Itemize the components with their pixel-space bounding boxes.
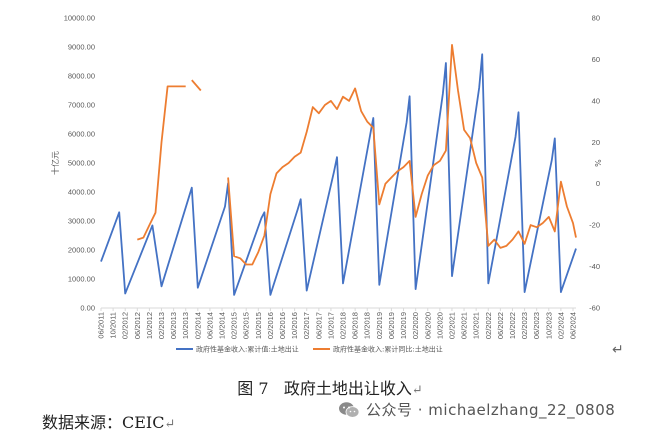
source-label: 数据来源：CEIC <box>42 413 165 432</box>
series-line-cumulative-yoy <box>227 44 577 266</box>
y-left-tick-label: 7000.00 <box>68 101 95 110</box>
y-right-tick-label: 80 <box>592 14 600 23</box>
x-tick-label: 10/2020 <box>435 312 444 339</box>
x-tick-label: 10/2014 <box>218 312 227 339</box>
chart-axes: 0.00 1000.00 2000.00 3000.00 4000.00 5000.00 6… <box>50 14 603 340</box>
source-paragraph-mark: ↵ <box>164 417 176 432</box>
x-tick-label: 06/2014 <box>205 312 214 339</box>
x-tick-label: 10/2018 <box>363 312 372 339</box>
x-tick-label: 02/2012 <box>121 312 130 339</box>
x-tick-label: 10/2013 <box>181 312 190 339</box>
y-left-tick-label: 3000.00 <box>68 217 95 226</box>
caption-label: 图 7 <box>237 379 269 398</box>
x-tick-label: 10/2021 <box>472 312 481 339</box>
series-line-cumulative-yoy <box>191 79 202 92</box>
y-left-tick-label: 4000.00 <box>68 188 95 197</box>
x-tick-label: 06/2013 <box>169 312 178 339</box>
x-tick-label: 06/2022 <box>496 312 505 339</box>
y-left-tick-label: 1000.00 <box>68 275 95 284</box>
paragraph-mark: ↵ <box>612 342 624 358</box>
chart-series <box>100 44 577 296</box>
y-left-tick-label: 6000.00 <box>68 130 95 139</box>
x-tick-label: 10/2016 <box>290 312 299 339</box>
x-tick-label: 02/2022 <box>484 312 493 339</box>
y-left-tick-label: 9000.00 <box>68 43 95 52</box>
x-tick-label: 02/2016 <box>266 312 275 339</box>
x-tick-label: 06/2021 <box>460 312 469 339</box>
x-tick-label: 06/2023 <box>532 312 541 339</box>
y-left-tick-label: 8000.00 <box>68 72 95 81</box>
x-tick-label: 10/2017 <box>326 312 335 339</box>
series-line-cumulative-yoy <box>137 85 186 241</box>
x-tick-label: 02/2024 <box>556 312 565 339</box>
y-right-axis-title: % <box>594 159 603 167</box>
x-tick-label: 02/2023 <box>520 312 529 339</box>
y-left-tick-label: 2000.00 <box>68 246 95 255</box>
y-left-axis-title: 十亿元 <box>50 151 60 175</box>
x-tick-label: 10/2022 <box>508 312 517 339</box>
y-right-tick-label: -40 <box>589 262 600 271</box>
figure-caption: 图 7 政府土地出让收入↵ <box>0 375 660 399</box>
caption-text: 政府土地出让收入 <box>283 379 412 398</box>
x-tick-label: 06/2015 <box>242 312 251 339</box>
x-tick-label: 06/2018 <box>351 312 360 339</box>
y-right-tick-label: -60 <box>589 304 600 313</box>
x-tick-label: 02/2015 <box>230 312 239 339</box>
x-tick-label: 02/2021 <box>447 312 456 339</box>
legend-label-value: 政府性基金收入:累计值:土地出让 <box>196 345 299 354</box>
watermark-text: 公众号 · michaelzhang_22_0808 <box>366 401 616 419</box>
x-tick-label: 06/2016 <box>278 312 287 339</box>
x-tick-label: 02/2013 <box>157 312 166 339</box>
wechat-icon <box>339 401 360 418</box>
chart-legend: 政府性基金收入:累计值:土地出让 政府性基金收入:累计同比:土地出让 <box>176 345 443 354</box>
x-tick-label: 06/2020 <box>423 312 432 339</box>
x-tick-label: 02/2014 <box>193 312 202 339</box>
y-left-tick-label: 10000.00 <box>64 14 95 23</box>
caption-paragraph-mark: ↵ <box>411 383 423 398</box>
x-tick-label: 10/2019 <box>399 312 408 339</box>
x-tick-label: 06/2017 <box>314 312 323 339</box>
x-tick-label: 02/2019 <box>375 312 384 339</box>
series-line-cumulative-value <box>100 53 577 296</box>
y-left-tick-label: 0.00 <box>80 304 95 313</box>
y-right-tick-label: -20 <box>589 221 600 230</box>
y-right-tick-label: 40 <box>592 96 600 105</box>
y-right-tick-label: 0 <box>596 179 600 188</box>
land-revenue-chart: 0.00 1000.00 2000.00 3000.00 4000.00 5000.00 6… <box>50 14 603 354</box>
x-tick-label: 02/2017 <box>302 312 311 339</box>
y-right-tick-label: 20 <box>592 138 600 147</box>
x-tick-label: 02/2018 <box>339 312 348 339</box>
watermark: 公众号 · michaelzhang_22_0808 <box>338 399 615 420</box>
x-tick-label: 06/2011 <box>97 312 106 339</box>
x-tick-label: 10/2012 <box>145 312 154 339</box>
x-tick-label: 06/2012 <box>133 312 142 339</box>
x-tick-label: 06/2019 <box>387 312 396 339</box>
x-tick-label: 10/2011 <box>109 312 118 339</box>
y-right-tick-label: 60 <box>592 55 600 64</box>
x-tick-label: 06/2024 <box>568 312 577 339</box>
y-left-tick-label: 5000.00 <box>68 159 95 168</box>
legend-label-yoy: 政府性基金收入:累计同比:土地出让 <box>333 345 443 354</box>
x-tick-label: 02/2020 <box>411 312 420 339</box>
data-source: 数据来源：CEIC↵ <box>42 409 175 433</box>
x-tick-label: 10/2023 <box>544 312 553 339</box>
x-tick-label: 10/2015 <box>254 312 263 339</box>
